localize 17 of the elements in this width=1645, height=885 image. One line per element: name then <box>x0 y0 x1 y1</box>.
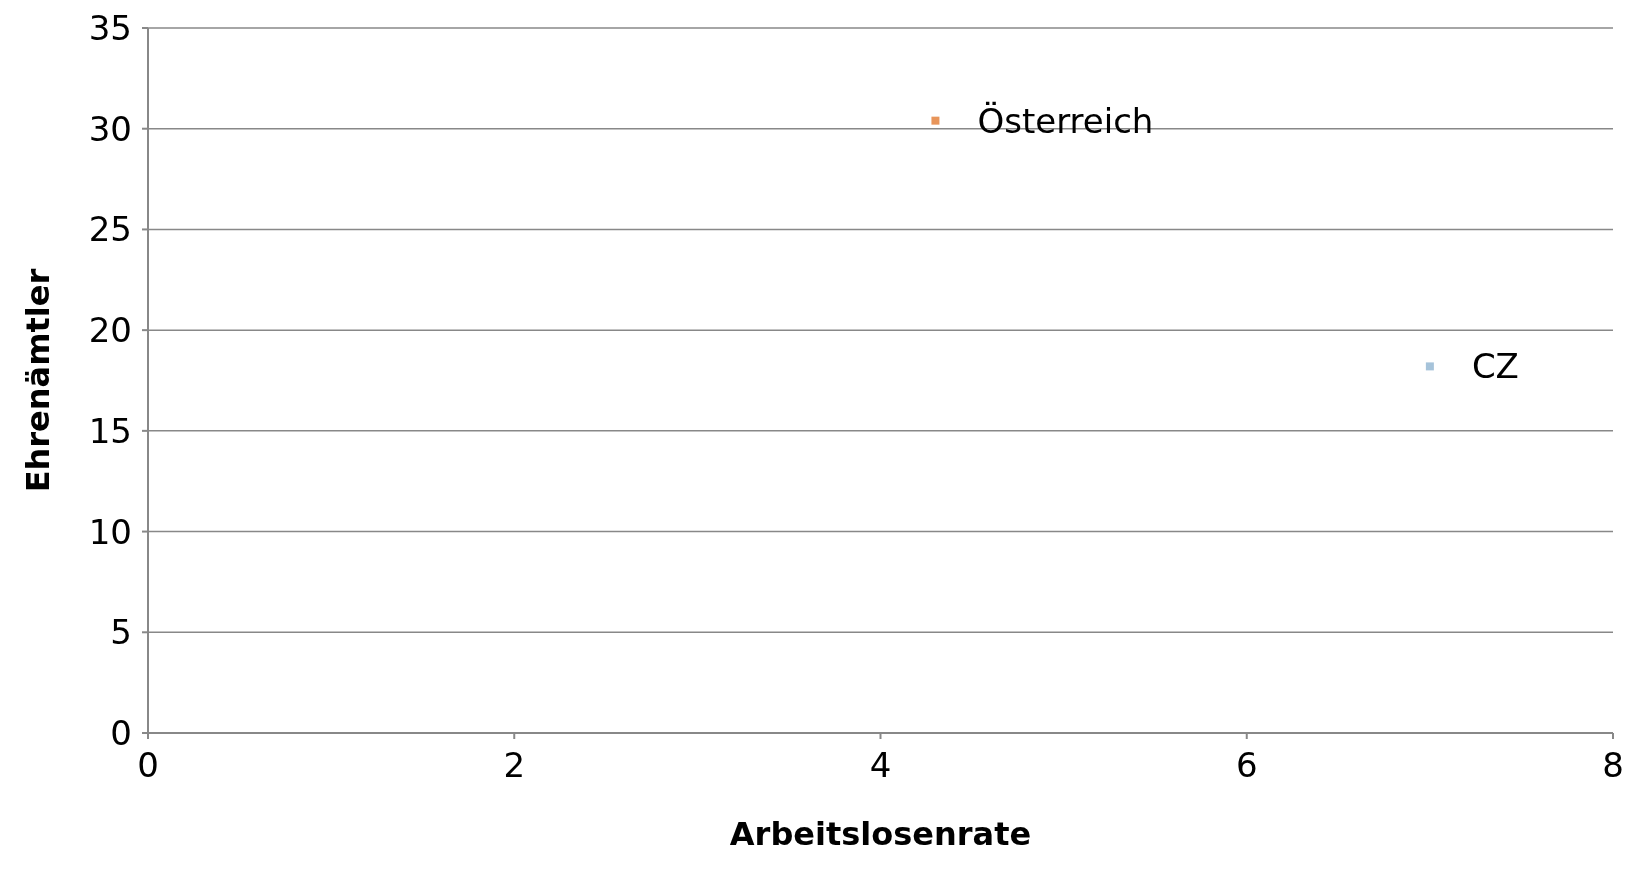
x-tick-label: 4 <box>869 745 892 786</box>
y-tick-label: 0 <box>110 713 132 754</box>
x-tick-label: 0 <box>137 745 159 786</box>
x-tick-label: 8 <box>1602 745 1624 786</box>
y-tick-label: 10 <box>88 511 132 552</box>
y-tick-label: 35 <box>88 8 132 49</box>
x-tick-label: 6 <box>1235 745 1258 786</box>
series-label: Österreich <box>977 100 1154 141</box>
y-tick-label: 25 <box>88 209 132 250</box>
y-tick-label: 30 <box>88 108 132 149</box>
y-tick-label: 15 <box>88 410 132 451</box>
y-axis-title: Ehrenämtler <box>19 268 58 493</box>
y-tick-label: 20 <box>88 310 132 351</box>
x-axis-title: Arbeitslosenrate <box>729 815 1032 853</box>
y-tick-label: 5 <box>110 612 132 653</box>
x-tick-label: 2 <box>503 745 526 786</box>
series-label: CZ <box>1471 346 1519 387</box>
